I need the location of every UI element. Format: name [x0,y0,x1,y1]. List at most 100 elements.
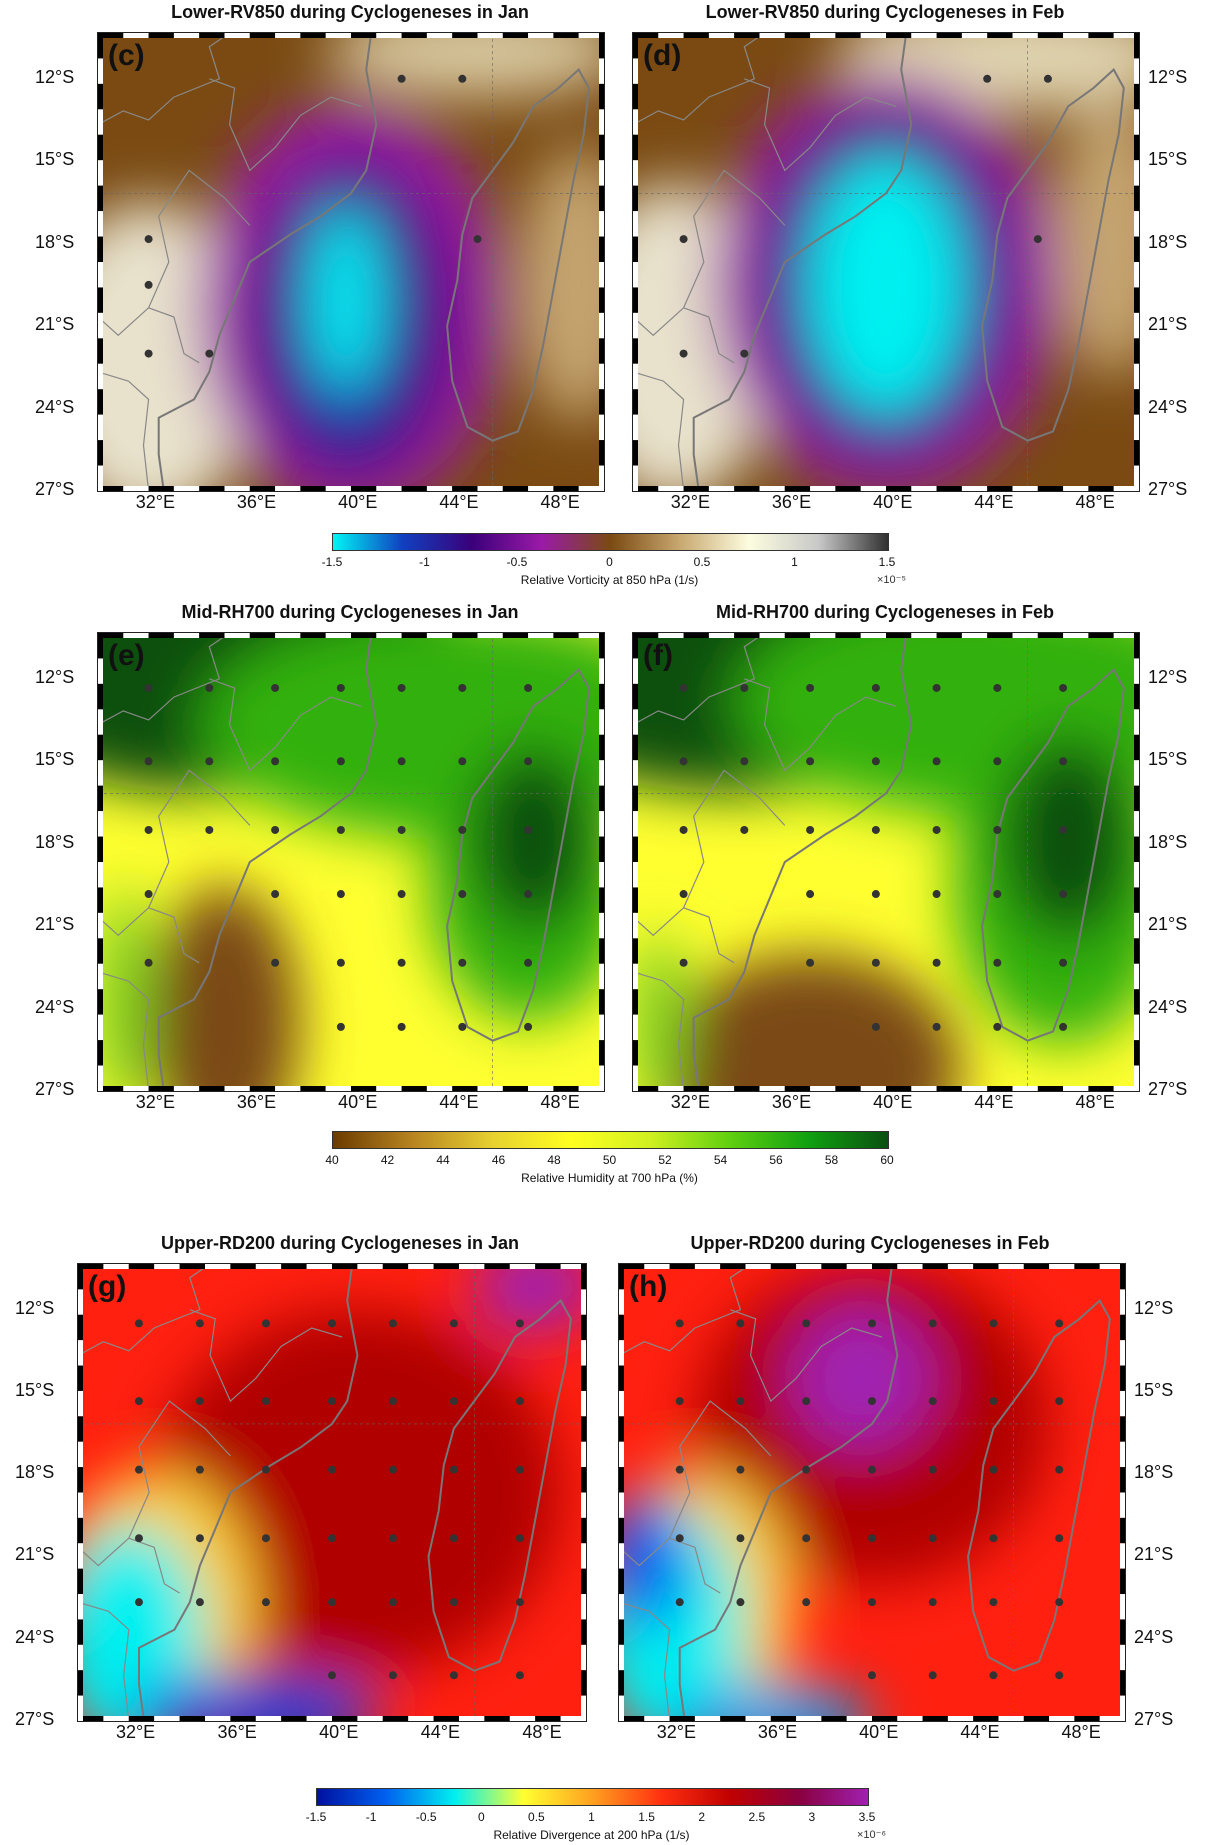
frame-tick [599,887,604,913]
frame-tick [633,33,638,59]
frame-tick [581,1695,586,1721]
frame-tick [633,683,638,710]
significance-dot [802,1397,811,1406]
significance-dot [144,280,153,289]
frame-tick [275,486,301,491]
country-border [730,1309,883,1403]
frame-tick [796,1264,822,1269]
field-blob [633,930,689,1091]
frame-tick [599,211,604,237]
frame-tick [224,486,250,491]
significance-dot [195,1534,204,1543]
frame-tick [553,486,579,491]
frame-tick [1134,633,1139,659]
frame-tick [633,465,638,491]
frame-tick [1120,1289,1125,1315]
significance-dot [195,1465,204,1474]
frame-tick [581,1289,586,1315]
significance-dot [473,235,482,244]
significance-dot [144,683,153,692]
significance-dot [205,757,214,766]
lat-tick-label: 24°S [1148,396,1188,417]
significance-dot [740,825,749,834]
lat-tick-label: 12°S [35,666,75,687]
frame-tick [1120,1467,1125,1493]
colorbar-tick-label: 44 [436,1153,450,1167]
frame-tick [599,1065,604,1091]
frame-tick [78,1568,83,1595]
significance-dot [871,825,880,834]
frame-tick [578,633,604,638]
significance-dot [144,890,153,899]
frame-tick [599,658,604,684]
frame-tick [599,236,604,262]
frame-tick [477,633,503,638]
frame-tick [734,1086,760,1091]
frame-tick [860,633,886,638]
frame-tick [249,1086,276,1091]
frame-tick [300,33,326,38]
field-blob [791,1305,933,1452]
frame-tick [599,760,604,786]
frame-tick [1037,486,1064,491]
frame-tick [78,1467,83,1493]
frame-tick [936,486,962,491]
frame-tick [599,287,604,313]
frame-tick [98,760,103,786]
africa-coastline [157,33,378,491]
colorbar-tick-label: 0 [477,1810,485,1824]
significance-dot [868,1534,876,1543]
significance-dot [397,890,406,899]
frame-tick [1134,262,1139,288]
colorbar-exponent: ×10⁻⁶ [857,1829,886,1841]
frame-tick [1134,811,1139,837]
significance-dot [271,757,280,766]
frame-tick [199,1086,225,1091]
frame-tick [98,312,103,339]
country-border [148,307,200,364]
significance-dot [1059,683,1068,692]
lon-tick-label: 44°E [960,1722,1000,1742]
significance-dot [679,890,688,899]
frame-tick [332,1716,358,1721]
frame-tick [633,486,659,491]
significance-dot [271,958,280,967]
significance-dot [1033,235,1042,244]
significance-dot [449,1598,458,1607]
frame-tick [599,109,604,135]
significance-dot [261,1465,270,1474]
frame-tick [376,33,402,38]
lat-tick-label: 27°S [35,1079,75,1099]
significance-dot [524,890,533,899]
frame-tick [1134,414,1139,441]
frame-tick [426,33,453,38]
frame-tick [357,1716,383,1721]
frame-tick [1134,912,1139,939]
frame-tick [1099,1264,1125,1269]
frame-tick [1120,1543,1125,1569]
lat-tick-label: 18°S [15,1462,55,1483]
frame-tick [459,1716,485,1721]
field-blob [310,207,382,391]
africa-coastline [692,33,913,491]
frame-tick [528,486,554,491]
africa-coastline [678,1264,899,1721]
lat-tick-label: 18°S [35,831,75,852]
lon-tick-label: 36°E [757,1722,798,1742]
significance-dot [736,1319,745,1328]
lat-tick-label: 24°S [35,396,75,417]
significance-dot [134,1319,143,1328]
frame-tick [351,1086,377,1091]
field-contours [78,1264,586,1721]
frame-tick [408,1264,434,1269]
country-border [633,169,786,337]
colorbar [316,1788,869,1806]
frame-tick [658,486,684,491]
significance-dot [932,757,941,766]
frame-tick [599,312,604,339]
frame-tick [502,633,529,638]
frame-tick [599,338,604,364]
frame-tick [1063,33,1089,38]
frame-tick [973,1716,999,1721]
frame-tick [961,1086,988,1091]
